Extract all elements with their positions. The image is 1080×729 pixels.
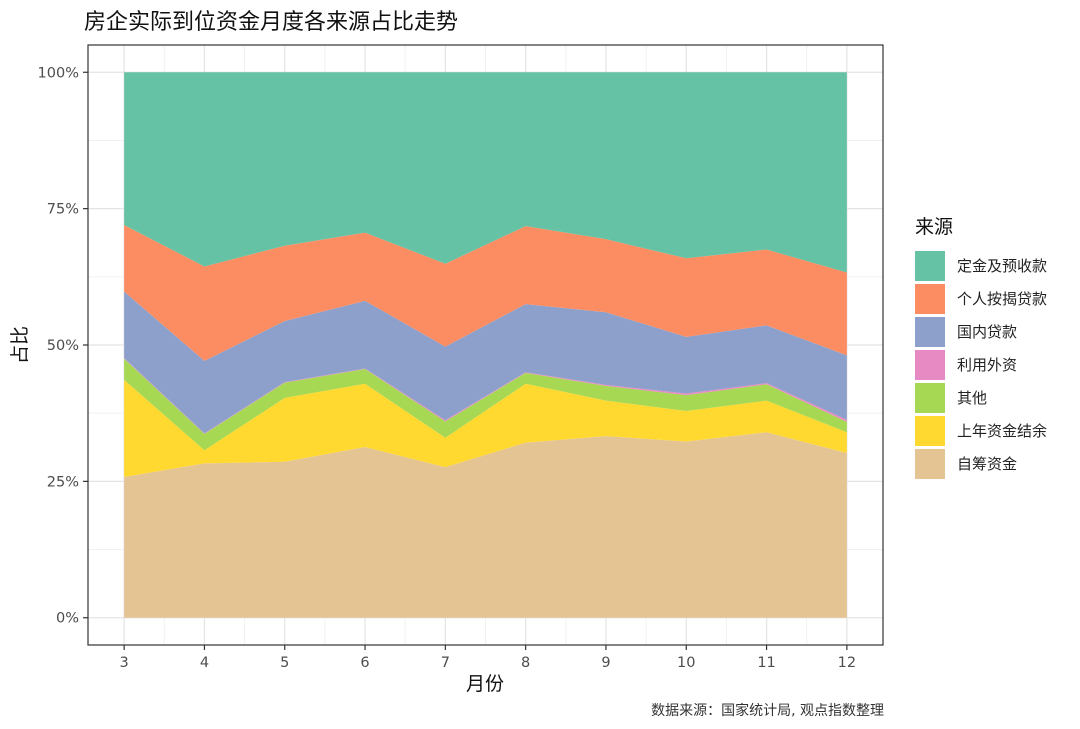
y-axis: 0% 25% 50% 75% 100% <box>38 65 88 627</box>
stacked-areas <box>124 72 847 618</box>
legend-label: 个人按揭贷款 <box>957 290 1048 308</box>
source-caption: 数据来源：国家统计局, 观点指数整理 <box>651 703 884 719</box>
area-国内贷款 <box>124 291 847 434</box>
x-tick-label: 8 <box>521 655 530 671</box>
legend-title: 来源 <box>915 216 954 238</box>
legend-label: 上年资金结余 <box>957 422 1048 440</box>
area-上年资金结余 <box>124 379 847 477</box>
legend-label: 自筹资金 <box>957 455 1018 473</box>
legend-swatch <box>915 349 945 380</box>
legend-label: 利用外资 <box>957 356 1018 374</box>
y-tick-label: 100% <box>38 65 79 81</box>
y-tick-label: 50% <box>47 338 79 354</box>
legend-item: 上年资金结余 <box>915 414 1047 447</box>
area-其他 <box>124 358 847 451</box>
x-tick-label: 10 <box>677 655 695 671</box>
area-利用外资 <box>124 358 847 434</box>
legend-item: 国内贷款 <box>915 315 1047 348</box>
area-定金及预收款 <box>124 72 847 273</box>
x-axis: 3 4 5 6 7 8 9 10 11 12 <box>120 645 856 671</box>
area-个人按揭贷款 <box>124 225 847 361</box>
x-tick-label: 11 <box>757 655 775 671</box>
y-tick-label: 25% <box>47 474 79 490</box>
x-tick-label: 7 <box>441 655 450 671</box>
x-tick-label: 9 <box>601 655 610 671</box>
legend-label: 国内贷款 <box>957 323 1018 341</box>
y-axis-label: 占比 <box>9 326 31 364</box>
y-tick-label: 0% <box>56 611 79 627</box>
area-自筹资金 <box>124 432 847 618</box>
legend-item: 自筹资金 <box>915 447 1047 480</box>
legend: 来源 定金及预收款 个人按揭贷款 国内贷款利用外资其他上年资金结余 自筹资金 <box>915 212 1047 480</box>
legend-item: 其他 <box>915 381 1047 414</box>
legend-swatch <box>915 448 945 479</box>
legend-label: 其他 <box>957 389 988 407</box>
legend-items: 定金及预收款 个人按揭贷款 国内贷款利用外资其他上年资金结余 自筹资金 <box>915 249 1047 480</box>
legend-item: 利用外资 <box>915 348 1047 381</box>
legend-label: 定金及预收款 <box>957 257 1048 275</box>
legend-swatch <box>915 382 945 413</box>
legend-swatch <box>915 250 945 281</box>
x-tick-label: 6 <box>360 655 369 671</box>
legend-swatch <box>915 283 945 314</box>
chart-title: 房企实际到位资金月度各来源占比走势 <box>84 10 459 35</box>
x-axis-label: 月份 <box>466 673 504 695</box>
legend-swatch <box>915 415 945 446</box>
legend-item: 定金及预收款 <box>915 249 1047 282</box>
x-tick-label: 12 <box>838 655 856 671</box>
x-tick-label: 5 <box>280 655 289 671</box>
x-tick-label: 4 <box>200 655 209 671</box>
y-tick-label: 75% <box>47 202 79 218</box>
legend-swatch <box>915 316 945 347</box>
x-tick-label: 3 <box>120 655 129 671</box>
legend-item: 个人按揭贷款 <box>915 282 1047 315</box>
